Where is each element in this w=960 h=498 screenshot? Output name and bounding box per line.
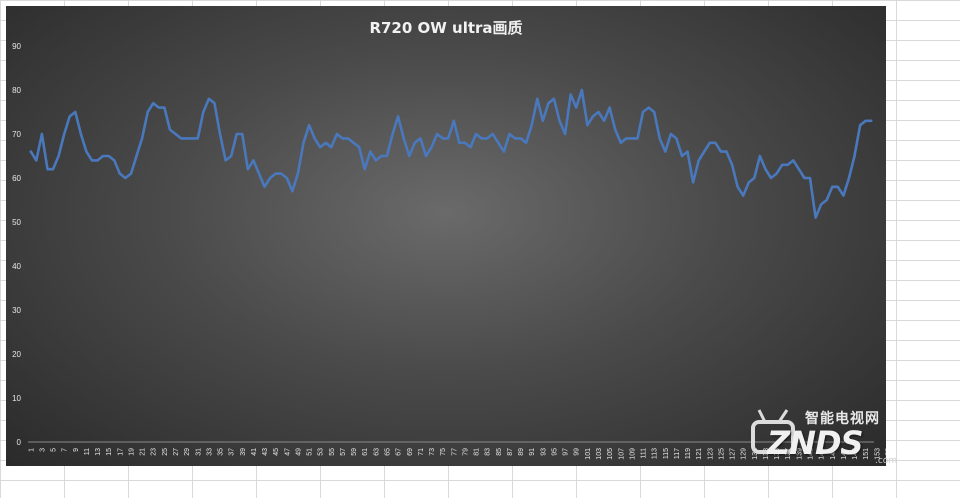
- x-tick-label: 143: [819, 448, 826, 460]
- x-tick-label: 97: [563, 448, 570, 456]
- x-tick-label: 55: [329, 448, 336, 456]
- y-tick-label: 40: [12, 262, 21, 271]
- x-tick-label: 119: [685, 448, 692, 459]
- x-tick-label: 141: [807, 448, 814, 460]
- watermark-url: .com: [875, 456, 898, 466]
- x-tick-label: 113: [652, 448, 659, 459]
- x-tick-label: 3: [39, 448, 46, 452]
- y-tick-label: 10: [12, 394, 21, 403]
- x-tick-label: 61: [362, 448, 369, 456]
- x-tick-label: 87: [507, 448, 514, 456]
- x-tick-label: 9: [73, 448, 80, 452]
- x-tick-label: 71: [418, 448, 425, 456]
- x-tick-label: 125: [718, 448, 725, 460]
- x-tick-label: 93: [540, 448, 547, 456]
- x-tick-label: 85: [496, 448, 503, 456]
- x-tick-label: 49: [295, 448, 302, 456]
- x-tick-label: 1: [28, 448, 35, 452]
- x-axis-tick-labels: 1 3 5 7 9 11 13 15 17 19 21 23 25 27 29 31 33 35 37 39 41 43 4…: [28, 448, 886, 460]
- watermark-brand-cn: 智能电视网: [805, 411, 880, 427]
- x-tick-label: 83: [485, 448, 492, 456]
- x-tick-label: 155: [885, 448, 886, 460]
- x-tick-label: 7: [62, 448, 69, 452]
- x-tick-label: 21: [140, 448, 147, 456]
- x-tick-label: 41: [251, 448, 258, 456]
- x-tick-label: 131: [752, 448, 759, 460]
- x-tick-label: 109: [629, 448, 636, 460]
- chart-title: R720 OW ultra画质: [369, 19, 523, 37]
- y-axis-tick-labels: 0 10 20 30 40 50 60 70 80 90: [12, 42, 21, 447]
- x-tick-label: 99: [574, 448, 581, 456]
- x-tick-label: 65: [384, 448, 391, 456]
- x-tick-label: 45: [273, 448, 280, 456]
- y-tick-label: 50: [12, 218, 21, 227]
- x-tick-label: 43: [262, 448, 269, 456]
- y-tick-label: 20: [12, 350, 21, 359]
- y-tick-label: 0: [17, 438, 22, 447]
- x-tick-label: 67: [396, 448, 403, 456]
- y-tick-label: 70: [12, 130, 21, 139]
- x-tick-label: 15: [106, 448, 113, 456]
- x-tick-label: 139: [796, 448, 803, 460]
- x-tick-label: 63: [373, 448, 380, 456]
- x-tick-label: 25: [162, 448, 169, 456]
- x-tick-label: 121: [696, 448, 703, 460]
- x-tick-label: 101: [585, 448, 592, 460]
- x-tick-label: 103: [596, 448, 603, 460]
- x-tick-label: 129: [741, 448, 748, 460]
- y-tick-label: 30: [12, 306, 21, 315]
- x-tick-label: 79: [462, 448, 469, 456]
- x-tick-label: 81: [474, 448, 481, 456]
- x-tick-label: 117: [674, 448, 681, 459]
- x-tick-label: 5: [51, 448, 58, 452]
- x-tick-label: 39: [240, 448, 247, 456]
- series-line: [29, 88, 873, 219]
- x-tick-label: 53: [318, 448, 325, 456]
- x-tick-label: 31: [195, 448, 202, 456]
- watermark-brand-en: ZNDS: [767, 424, 864, 462]
- x-tick-label: 27: [173, 448, 180, 456]
- y-tick-label: 90: [12, 42, 21, 51]
- x-tick-label: 75: [440, 448, 447, 456]
- x-tick-label: 127: [730, 448, 737, 460]
- x-tick-label: 35: [218, 448, 225, 456]
- x-tick-label: 17: [117, 448, 124, 456]
- x-tick-label: 57: [340, 448, 347, 456]
- x-tick-label: 11: [84, 448, 91, 455]
- x-tick-label: 19: [128, 448, 135, 456]
- x-tick-label: 149: [852, 448, 859, 460]
- y-tick-label: 60: [12, 174, 21, 183]
- x-tick-label: 77: [451, 448, 458, 456]
- x-tick-label: 33: [206, 448, 213, 456]
- x-tick-label: 115: [663, 448, 670, 459]
- x-tick-label: 73: [429, 448, 436, 456]
- x-tick-label: 69: [407, 448, 414, 456]
- x-tick-label: 51: [307, 448, 314, 456]
- y-tick-label: 80: [12, 86, 21, 95]
- x-tick-label: 123: [707, 448, 714, 460]
- x-tick-label: 111: [641, 448, 648, 459]
- x-tick-label: 29: [184, 448, 191, 456]
- x-tick-label: 13: [95, 448, 102, 456]
- x-tick-label: 23: [151, 448, 158, 456]
- site-watermark: 智能电视网 ZNDS .com: [745, 392, 950, 472]
- tv-logo-icon: [751, 409, 795, 454]
- x-tick-label: 37: [229, 448, 236, 456]
- x-tick-label: 147: [841, 448, 848, 460]
- x-tick-label: 95: [551, 448, 558, 456]
- x-tick-label: 91: [529, 448, 536, 456]
- x-tick-label: 47: [284, 448, 291, 456]
- x-tick-label: 89: [518, 448, 525, 456]
- x-tick-label: 107: [618, 448, 625, 460]
- x-tick-label: 153: [874, 448, 881, 460]
- x-tick-label: 145: [830, 448, 837, 460]
- x-tick-label: 151: [863, 448, 870, 460]
- x-tick-label: 59: [351, 448, 358, 456]
- x-tick-label: 105: [607, 448, 614, 460]
